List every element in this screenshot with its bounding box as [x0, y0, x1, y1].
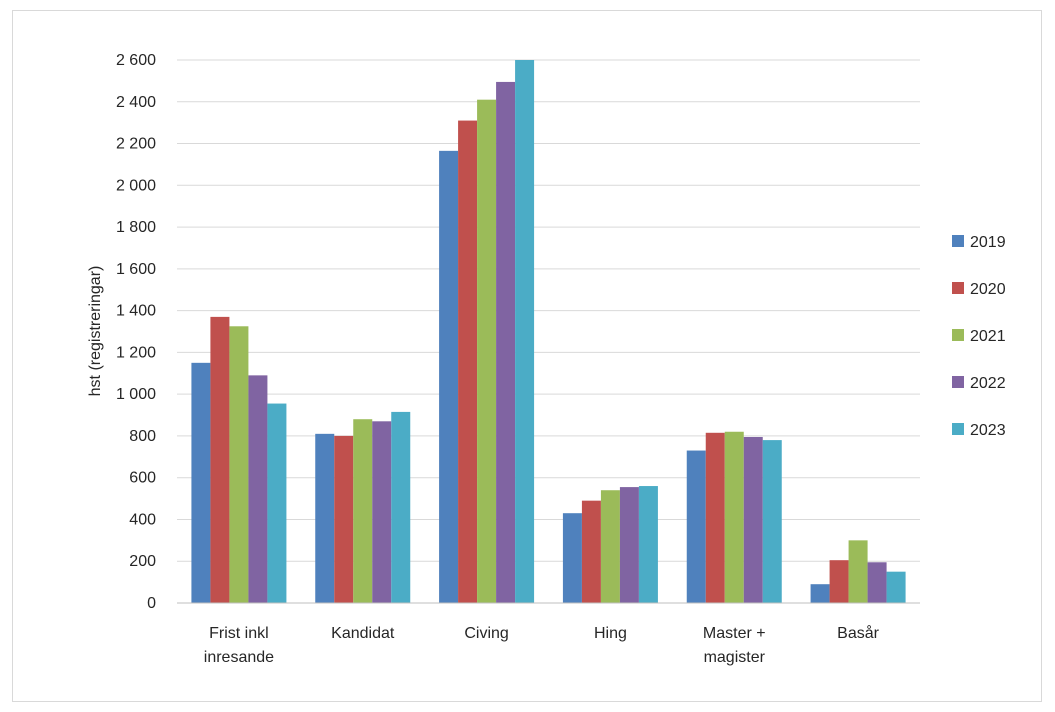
y-tick-label: 600 [129, 470, 156, 487]
y-tick-label: 2 400 [116, 94, 156, 111]
bar-2022-1 [372, 421, 392, 603]
bar-2021-2 [477, 99, 497, 603]
x-tick-label: Frist inkl [209, 625, 269, 642]
bar-2020-4 [705, 432, 725, 603]
y-tick-label: 2 000 [116, 177, 156, 194]
bar-2023-1 [391, 411, 411, 603]
legend-swatch-2019 [952, 235, 964, 247]
bar-2019-5 [810, 584, 830, 603]
y-tick-label: 400 [129, 511, 156, 528]
bar-2021-4 [724, 431, 744, 603]
legend-swatch-2020 [952, 282, 964, 294]
x-tick-label: Master + [703, 625, 766, 642]
y-tick-label: 1 200 [116, 344, 156, 361]
bar-2020-0 [210, 316, 230, 603]
y-tick-label: 1 400 [116, 303, 156, 320]
bar-2023-5 [886, 571, 906, 603]
legend-swatch-2022 [952, 376, 964, 388]
y-tick-label: 2 200 [116, 136, 156, 153]
bar-2021-3 [600, 490, 620, 603]
bar-2023-2 [515, 60, 535, 603]
y-tick-label: 800 [129, 428, 156, 445]
bar-2020-1 [334, 435, 354, 603]
y-tick-labels: 0 200 400 600 800 1 000 1 200 1 400 1 600 1 800 2 … [116, 52, 156, 612]
bar-2019-3 [562, 513, 582, 603]
bar-2020-3 [581, 500, 601, 603]
x-tick-label: Basår [837, 624, 879, 642]
x-tick-label: inresande [204, 649, 274, 666]
bar-2019-2 [439, 150, 459, 603]
bar-2022-2 [496, 81, 516, 604]
x-tick-label: magister [704, 649, 766, 666]
bar-2021-1 [353, 419, 373, 603]
gridlines [177, 59, 920, 562]
legend-label-2020: 2020 [970, 281, 1006, 298]
bar-2022-4 [743, 436, 763, 603]
bar-2023-4 [762, 440, 782, 603]
bar-2020-5 [829, 560, 849, 603]
legend-swatch-2021 [952, 329, 964, 341]
x-tick-label: Civing [464, 625, 508, 642]
bar-2019-0 [191, 362, 211, 603]
bar-2019-4 [686, 450, 706, 603]
legend-label-2022: 2022 [970, 375, 1006, 392]
y-tick-label: 2 600 [116, 52, 156, 69]
y-axis-title: hst (registreringar) [87, 266, 104, 397]
y-tick-label: 200 [129, 553, 156, 570]
x-tick-labels: Frist inkl inresande Kandidat Civing Hing Mas… [204, 624, 880, 666]
bar-2021-5 [848, 540, 868, 603]
y-tick-label: 1 600 [116, 261, 156, 278]
legend-label-2023: 2023 [970, 422, 1006, 439]
legend-label-2019: 2019 [970, 234, 1006, 251]
x-tick-label: Kandidat [331, 625, 395, 642]
bar-2022-5 [867, 562, 887, 603]
legend-label-2021: 2021 [970, 328, 1006, 345]
x-tick-label: Hing [594, 625, 627, 642]
bars [191, 60, 906, 604]
bar-2020-2 [458, 120, 478, 604]
y-tick-label: 1 800 [116, 219, 156, 236]
legend-swatch-2023 [952, 423, 964, 435]
bar-2023-3 [638, 486, 658, 603]
bar-2023-0 [267, 403, 287, 603]
y-tick-label: 1 000 [116, 386, 156, 403]
bar-2022-3 [619, 487, 639, 603]
bar-2019-1 [315, 433, 335, 603]
bar-2021-0 [229, 326, 249, 603]
bar-2022-0 [248, 375, 268, 603]
legend: 2019 2020 2021 2022 2023 [952, 234, 1006, 439]
y-tick-label: 0 [147, 595, 156, 612]
